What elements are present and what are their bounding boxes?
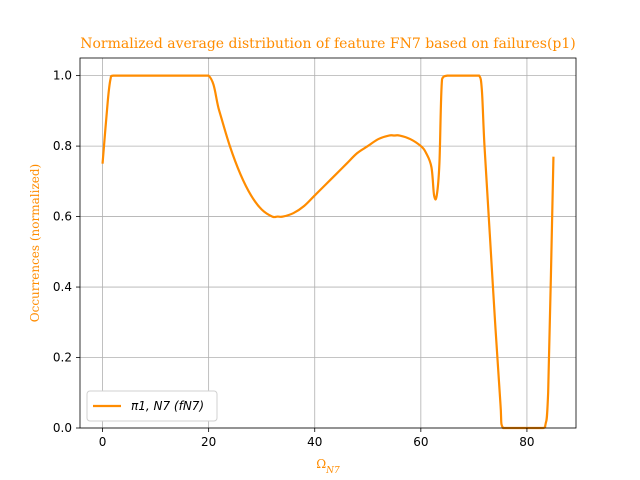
x-tick-label: 60 xyxy=(413,435,428,449)
legend: π1, N7 (fN7) xyxy=(86,390,218,422)
x-axis-ticks: 0 20 40 60 80 xyxy=(99,428,535,449)
chart-title: Normalized average distribution of featu… xyxy=(80,36,576,52)
grid xyxy=(80,58,576,429)
x-tick-label: 80 xyxy=(519,435,534,449)
y-axis-label: Occurrences (normalized) xyxy=(28,164,42,322)
x-tick-label: 0 xyxy=(99,435,107,449)
legend-label: π1, N7 (fN7) xyxy=(131,399,204,413)
y-tick-label: 0.6 xyxy=(53,210,72,224)
x-axis-label: ΩN7 xyxy=(316,457,340,476)
y-tick-label: 0.2 xyxy=(53,351,72,365)
x-tick-label: 20 xyxy=(201,435,216,449)
legend-box xyxy=(86,390,218,422)
x-tick-label: 40 xyxy=(307,435,322,449)
y-tick-label: 0.4 xyxy=(53,280,72,294)
plot-frame xyxy=(79,57,577,429)
y-axis-ticks: 0.0 0.2 0.4 0.6 0.8 1.0 xyxy=(53,69,80,435)
y-tick-label: 0.0 xyxy=(53,421,72,435)
series-line xyxy=(101,74,555,430)
y-tick-label: 1.0 xyxy=(53,69,72,83)
series-layer xyxy=(101,74,555,430)
y-tick-label: 0.8 xyxy=(53,139,72,153)
